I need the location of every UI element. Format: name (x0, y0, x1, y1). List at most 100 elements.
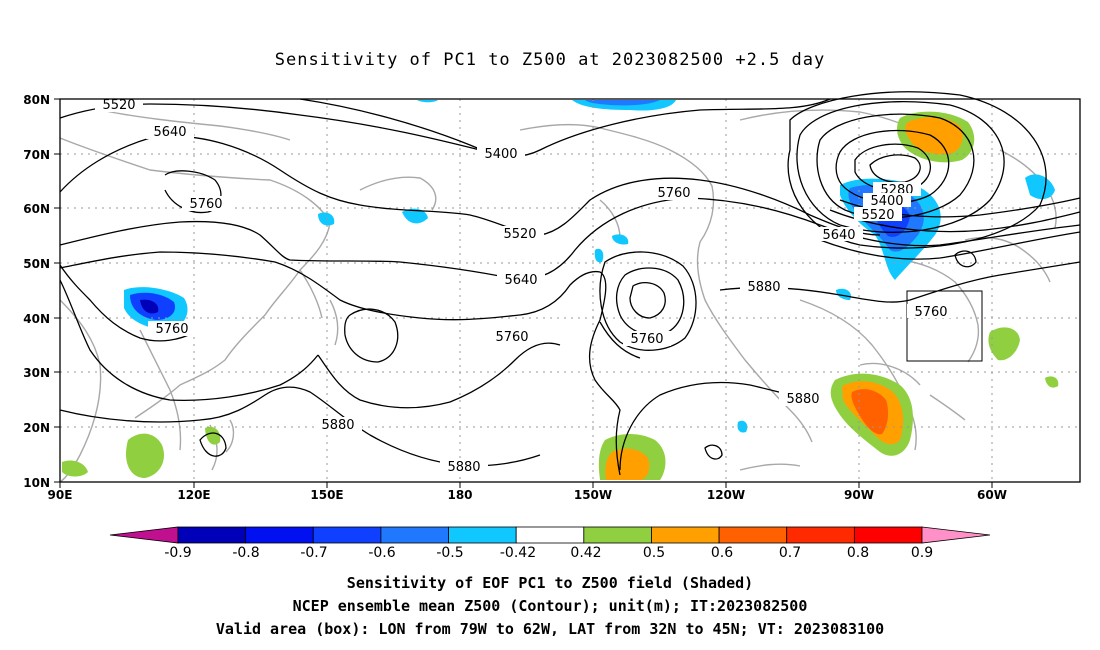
svg-text:5880: 5880 (786, 392, 819, 407)
shade-pos-central-pacific-core (605, 448, 650, 480)
lat-label: 50N (23, 257, 50, 271)
colorbar-cell (380, 526, 449, 544)
svg-text:5760: 5760 (495, 330, 528, 345)
contour-5400-arctic (299, 98, 831, 157)
lat-label: 30N (23, 366, 50, 380)
lon-label: 180 (447, 488, 472, 502)
colorbar-label: -0.8 (232, 545, 259, 561)
colorbar-cell (583, 526, 652, 544)
colorbar-cell (853, 526, 923, 544)
lat-label: 40N (23, 312, 50, 326)
contour-5880-china-bowl (59, 264, 196, 342)
colorbar-label: -0.6 (368, 545, 395, 561)
contour-greenland-low-ring5 (796, 100, 1005, 233)
colorbar: -0.9 -0.8 -0.7 -0.6 -0.5 -0.42 0.42 0.5 … (109, 526, 991, 561)
svg-text:5400: 5400 (484, 147, 517, 162)
colorbar-label: -0.9 (164, 545, 191, 561)
contour-5880-mexico-ring (704, 444, 723, 460)
shade-pos-asia-10n (62, 460, 88, 477)
svg-text:5640: 5640 (153, 125, 186, 140)
lon-label: 150E (310, 488, 343, 502)
lat-label: 70N (23, 148, 50, 162)
contour-5700-low-ring3 (629, 282, 666, 319)
valid-area-box (906, 290, 983, 362)
svg-text:5520: 5520 (102, 98, 135, 113)
map-frame (59, 98, 1081, 483)
contour-atlantic-small-ring (954, 250, 977, 268)
contour-label: 5760 (488, 329, 536, 345)
caption-valid-area: Valid area (box): LON from 79W to 62W, L… (215, 620, 885, 638)
colorbar-label: -0.5 (436, 545, 463, 561)
svg-text:5760: 5760 (657, 186, 690, 201)
contour-label: 5760 (148, 321, 196, 337)
shade-pos-greenland-core (905, 117, 963, 155)
contour-label: 5760 (182, 196, 230, 212)
colorbar-labels: -0.9 -0.8 -0.7 -0.6 -0.5 -0.42 0.42 0.5 … (164, 545, 933, 561)
contour-label: 5880 (779, 391, 827, 407)
lon-label: 150W (574, 488, 612, 502)
colorbar-label: 0.42 (570, 545, 601, 561)
contour-5880-subtropical-pacific (599, 321, 641, 359)
shade-neg-atlantic-ne (1025, 174, 1055, 200)
svg-text:5640: 5640 (504, 273, 537, 288)
lon-label: 90E (48, 488, 73, 502)
shade-pos-luzon (205, 426, 221, 445)
lat-label: 10N (23, 476, 50, 490)
svg-text:5880: 5880 (321, 418, 354, 433)
colorbar-cell (515, 526, 585, 544)
colorbar-label: 0.8 (847, 545, 869, 561)
contour-label: 5640 (146, 124, 194, 140)
colorbar-cell (312, 526, 382, 544)
contour-label: 5760 (650, 185, 698, 201)
shade-neg-japan (318, 212, 335, 226)
lon-label: 120W (707, 488, 745, 502)
svg-text:5520: 5520 (503, 227, 536, 242)
svg-text:5760: 5760 (155, 322, 188, 337)
caption-shading: Sensitivity of EOF PC1 to Z500 field (Sh… (346, 574, 754, 592)
shade-neg-gulf (836, 288, 851, 300)
svg-text:5640: 5640 (822, 228, 855, 243)
colorbar-label: -0.42 (500, 545, 536, 561)
contour-greenland-low-ring6 (787, 91, 1047, 249)
contour-label: 5760 (907, 304, 955, 320)
svg-text:5760: 5760 (914, 305, 947, 320)
svg-text:5760: 5760 (189, 197, 222, 212)
lat-label: 20N (23, 421, 50, 435)
contour-label: 5640 (815, 227, 863, 243)
contour-labels: 5520 5640 5760 5400 5760 5520 5640 5760 … (95, 97, 955, 475)
contour-5880-west (59, 251, 621, 476)
lon-label: 60W (977, 488, 1007, 502)
svg-text:5400: 5400 (870, 194, 903, 209)
contour-label: 5640 (497, 272, 545, 288)
contour-label: 5520 (854, 207, 902, 223)
svg-text:5760: 5760 (630, 332, 663, 347)
shade-neg-mexico (737, 420, 748, 433)
contour-label: 5880 (314, 417, 362, 433)
colorbar-high-arrow (921, 526, 991, 544)
shade-pos-atlantic-east (988, 327, 1020, 361)
colorbar-cell (651, 526, 720, 544)
axis-ticks (54, 98, 993, 488)
colorbar-label: 0.7 (779, 545, 801, 561)
colorbar-cell (786, 526, 855, 544)
shade-neg-kamchatka (402, 208, 428, 224)
contour-label: 5520 (496, 226, 544, 242)
sensitivity-shading (62, 100, 1059, 480)
shade-pos-atlantic-south (1045, 376, 1059, 388)
contour-atlantic-trough2 (829, 209, 1081, 233)
colorbar-label: -0.7 (300, 545, 327, 561)
contour-5760-low-ring1 (615, 267, 685, 336)
lat-label: 80N (23, 93, 50, 107)
shade-neg-pacific-mid2 (594, 248, 604, 263)
caption-contour: NCEP ensemble mean Z500 (Contour); unit(… (292, 597, 808, 615)
svg-text:5880: 5880 (747, 280, 780, 295)
svg-text:5520: 5520 (861, 208, 894, 223)
latitude-labels: 80N 70N 60N 50N 40N 30N 20N 10N (23, 93, 50, 490)
colorbar-cell (245, 526, 314, 544)
contour-label: 5760 (623, 331, 671, 347)
colorbar-cells (177, 526, 923, 544)
contour-5880-sw (59, 279, 561, 409)
contour-5640-west (59, 135, 881, 236)
contour-greenland-low-ring3 (835, 129, 950, 204)
contour-greenland-low-ring4 (816, 113, 975, 219)
